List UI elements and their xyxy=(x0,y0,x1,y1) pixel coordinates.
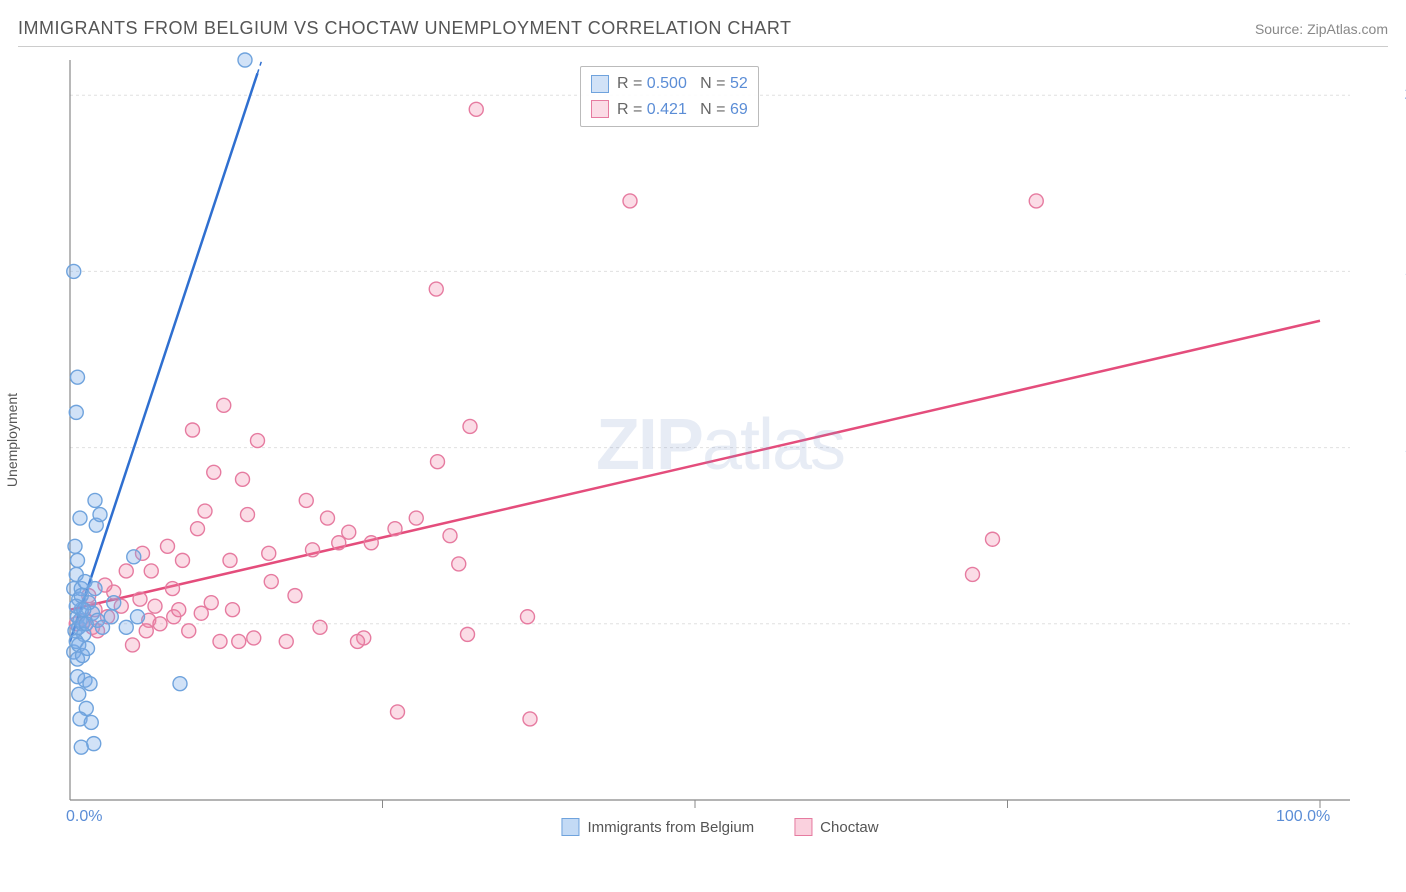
source-label: Source: ZipAtlas.com xyxy=(1255,21,1388,37)
legend-row-series-2: R = 0.421 N = 69 xyxy=(591,97,748,123)
series-legend: Immigrants from Belgium Choctaw xyxy=(561,818,878,836)
legend-item-series-1: Immigrants from Belgium xyxy=(561,818,754,836)
x-tick-label: 0.0% xyxy=(66,808,102,826)
y-axis-label: Unemployment xyxy=(4,393,20,487)
swatch-bottom-2 xyxy=(794,818,812,836)
title-divider xyxy=(18,46,1388,47)
legend-label-1: Immigrants from Belgium xyxy=(587,819,754,836)
source-link[interactable]: ZipAtlas.com xyxy=(1307,21,1388,37)
scatter-svg xyxy=(50,60,1390,830)
chart-title: IMMIGRANTS FROM BELGIUM VS CHOCTAW UNEMP… xyxy=(18,18,792,39)
swatch-series-1 xyxy=(591,75,609,93)
legend-item-series-2: Choctaw xyxy=(794,818,878,836)
x-tick-label: 100.0% xyxy=(1276,808,1330,826)
swatch-bottom-1 xyxy=(561,818,579,836)
legend-row-series-1: R = 0.500 N = 52 xyxy=(591,71,748,97)
swatch-series-2 xyxy=(591,100,609,118)
correlation-legend: R = 0.500 N = 52 R = 0.421 N = 69 xyxy=(580,66,759,127)
legend-text-series-2: R = 0.421 N = 69 xyxy=(617,97,748,123)
legend-text-series-1: R = 0.500 N = 52 xyxy=(617,71,748,97)
chart-plot-area: ZIPatlas R = 0.500 N = 52 R = 0.421 N = … xyxy=(50,60,1390,830)
legend-label-2: Choctaw xyxy=(820,819,878,836)
